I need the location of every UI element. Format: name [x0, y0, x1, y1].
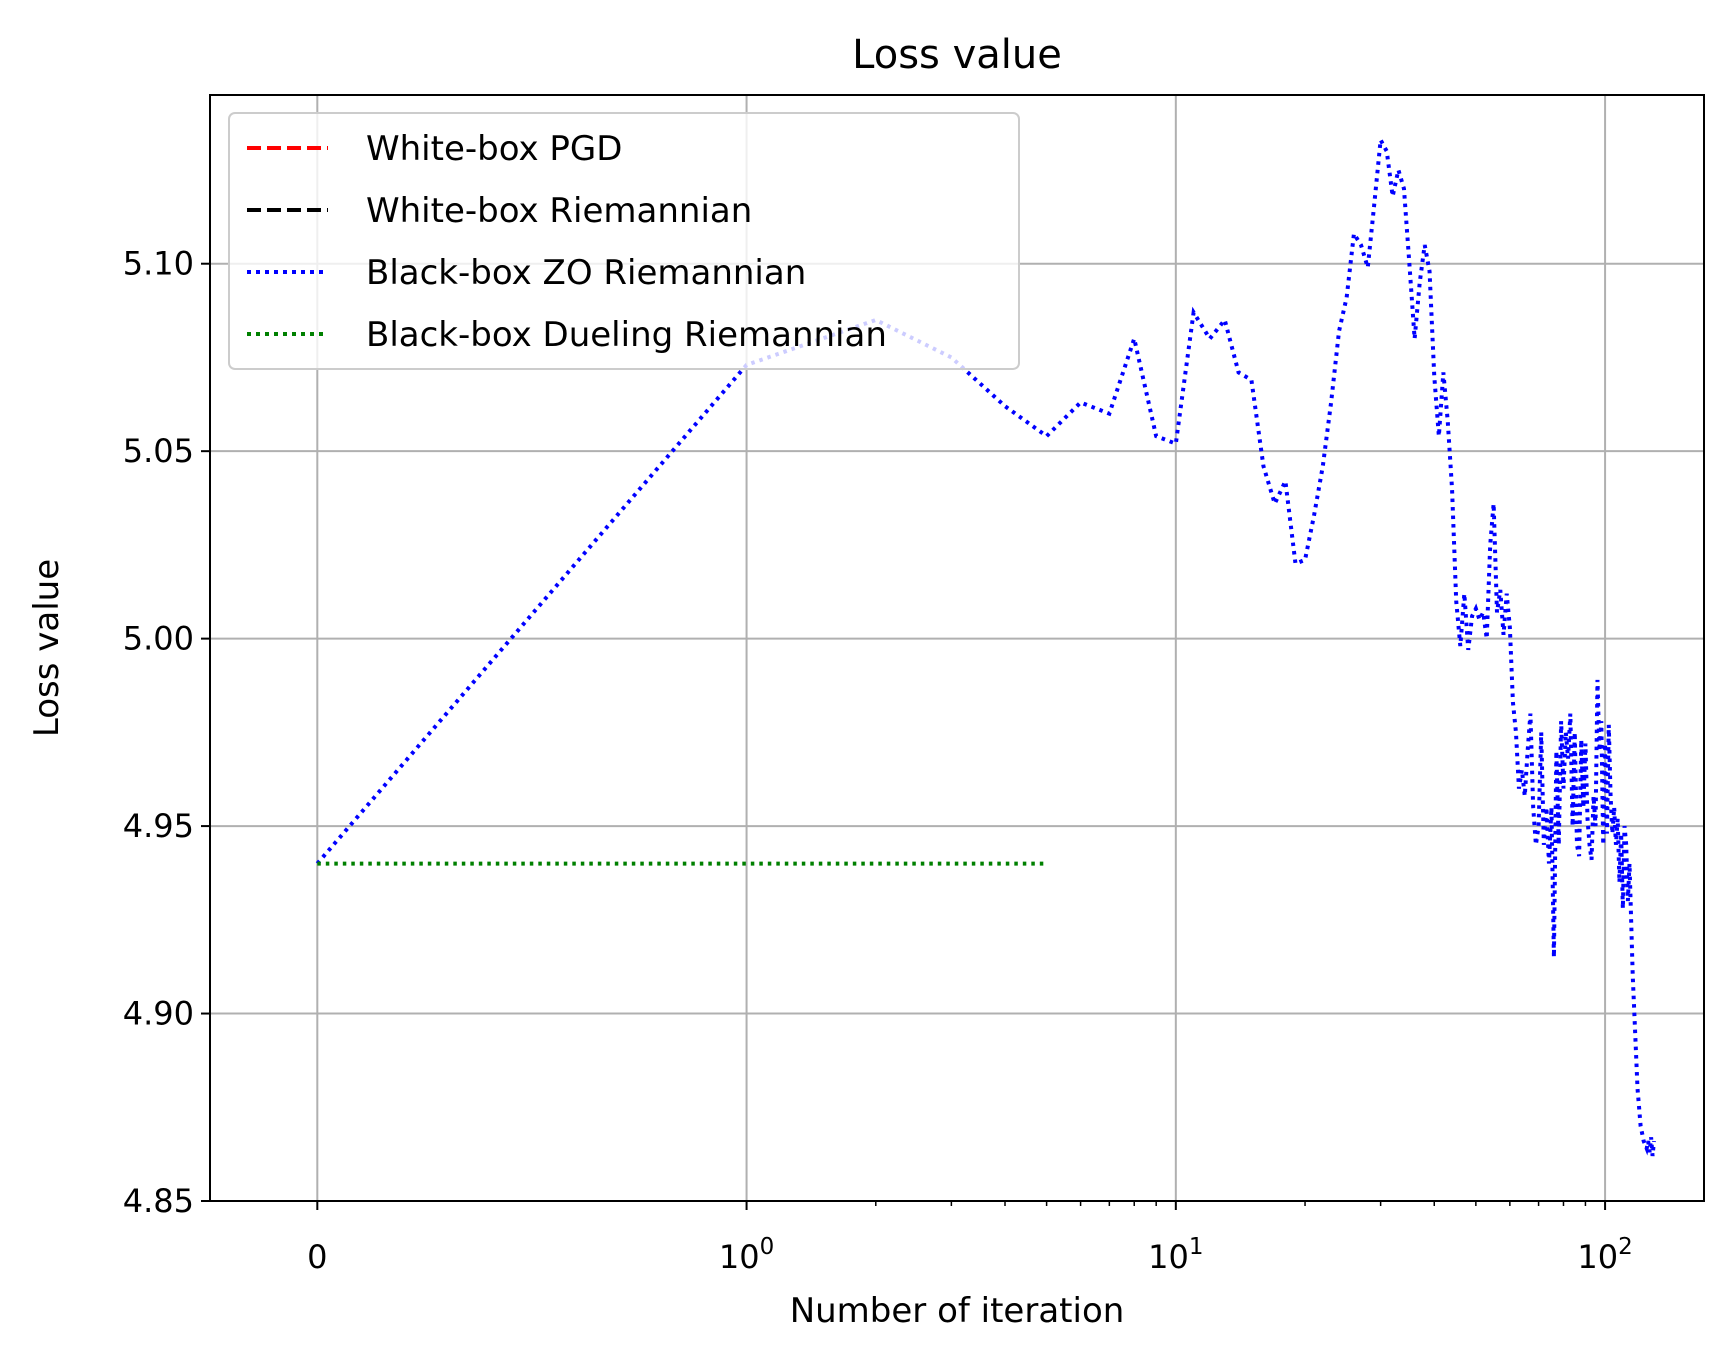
series-layer	[315, 133, 1656, 1157]
y-ticks: 4.85 4.90 4.95 5.00 5.05 5.10	[123, 245, 210, 1220]
x-tick-exponent: 2	[1618, 1234, 1633, 1260]
y-tick-label: 4.90	[123, 995, 194, 1033]
x-ticks: 0 100 101 102	[307, 1201, 1633, 1276]
y-axis-label: Loss value	[27, 559, 67, 737]
x-tick-label: 102	[1577, 1234, 1632, 1276]
x-tick-base: 10	[1577, 1238, 1618, 1276]
legend-label: White-box Riemannian	[366, 191, 752, 231]
y-tick-label: 5.00	[123, 620, 194, 658]
x-tick-label: 101	[1148, 1234, 1203, 1276]
legend-label: Black-box ZO Riemannian	[366, 253, 806, 293]
x-tick-base: 0	[307, 1238, 327, 1276]
x-axis-label: Number of iteration	[790, 1291, 1125, 1331]
y-tick-label: 4.85	[123, 1182, 194, 1220]
plot-frame	[209, 94, 1705, 1202]
legend: White-box PGD White-box Riemannian Black-b…	[228, 112, 1020, 370]
x-tick-base: 10	[719, 1238, 760, 1276]
series-line-3	[315, 133, 1656, 1157]
x-tick-label: 100	[719, 1234, 774, 1276]
legend-label: White-box PGD	[366, 129, 622, 169]
x-tick-base: 10	[1148, 1238, 1189, 1276]
y-tick-label: 5.10	[123, 245, 194, 283]
y-tick-label: 5.05	[123, 432, 194, 470]
x-tick-exponent: 1	[1189, 1234, 1204, 1260]
legend-label: Black-box Dueling Riemannian	[366, 315, 887, 355]
y-tick-label: 4.95	[123, 807, 194, 845]
legend-box	[228, 112, 1020, 370]
x-tick-exponent: 0	[760, 1234, 775, 1260]
x-tick-label: 0	[307, 1238, 327, 1276]
chart-title: Loss value	[852, 32, 1062, 78]
